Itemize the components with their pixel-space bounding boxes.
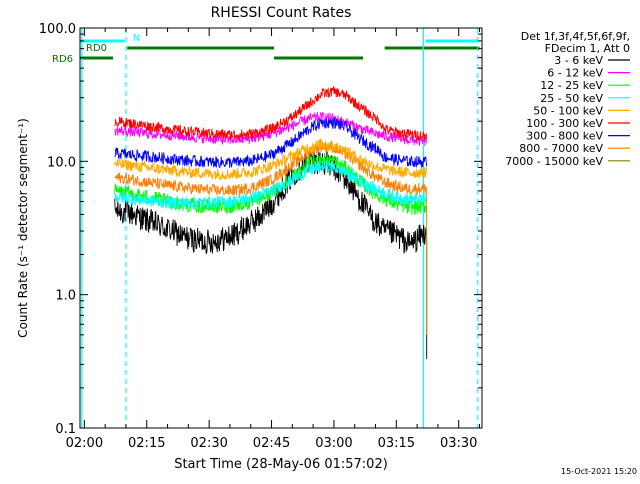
chart-title: RHESSI Count Rates — [211, 5, 352, 21]
x-axis-label: Start Time (28-May-06 01:57:02) — [174, 457, 388, 472]
state-bar-label-n: N — [133, 33, 140, 44]
legend-label-3: 12 - 25 keV — [540, 79, 603, 92]
x-tick-label: 03:30 — [440, 436, 477, 451]
y-tick-label: 1.0 — [55, 289, 76, 304]
attenuator-state-bars: N RD0 RD6 — [52, 33, 480, 65]
legend-label-1: 3 - 6 keV — [554, 54, 603, 67]
legend-header-line-2: FDecim 1, Att 0 — [545, 42, 630, 55]
x-axis-ticks: 02:00 02:15 02:30 02:45 03:00 03:15 03:30 — [66, 28, 481, 451]
state-bar-label-rd6: RD6 — [52, 54, 73, 65]
y-tick-label: 100.0 — [39, 22, 76, 37]
y-tick-label: 10.0 — [47, 155, 76, 170]
series-line-100-300-kev — [114, 86, 428, 141]
x-tick-label: 02:15 — [128, 436, 165, 451]
y-axis-ticks: 0.1 1.0 10.0 100.0 — [39, 22, 482, 437]
plot-axes — [79, 27, 483, 429]
x-tick-label: 03:15 — [378, 436, 415, 451]
y-tick-label: 0.1 — [55, 422, 76, 437]
state-bar-label-rd0: RD0 — [86, 43, 107, 54]
legend-label-7: 300 - 800 keV — [526, 130, 603, 143]
y-axis-label: Count Rate (s⁻¹ detector segment⁻¹) — [16, 118, 30, 338]
legend-header-line-1: Det 1f,3f,4f,5f,6f,9f, — [521, 30, 630, 43]
series-line-6-12-kev — [114, 111, 428, 147]
series-line-25-50-kev — [114, 160, 428, 210]
legend-label-8: 800 - 7000 keV — [519, 142, 603, 155]
legend-label-9: 7000 - 15000 keV — [505, 155, 603, 168]
series-line-3-6-kev — [114, 151, 428, 359]
x-tick-label: 02:30 — [190, 436, 227, 451]
series-line-12-25-kev — [114, 152, 428, 330]
legend-label-6: 100 - 300 keV — [526, 117, 603, 130]
count-rate-series — [114, 86, 428, 359]
footer-date: 15-Oct-2021 15:20 — [561, 467, 637, 476]
legend-label-2: 6 - 12 keV — [547, 67, 603, 80]
series-line-800-7000-kev — [114, 140, 428, 335]
series-line-300-800-kev — [114, 116, 428, 168]
legend: Det 1f,3f,4f,5f,6f,9f, FDecim 1, Att 0 3… — [505, 30, 630, 168]
x-tick-label: 02:00 — [66, 436, 103, 451]
plot-frame — [79, 27, 483, 429]
x-tick-label: 03:00 — [315, 436, 352, 451]
x-tick-label: 02:45 — [253, 436, 290, 451]
legend-label-4: 25 - 50 keV — [540, 92, 603, 105]
legend-label-5: 50 - 100 keV — [533, 104, 603, 117]
series-line-50-100-kev — [114, 138, 428, 181]
